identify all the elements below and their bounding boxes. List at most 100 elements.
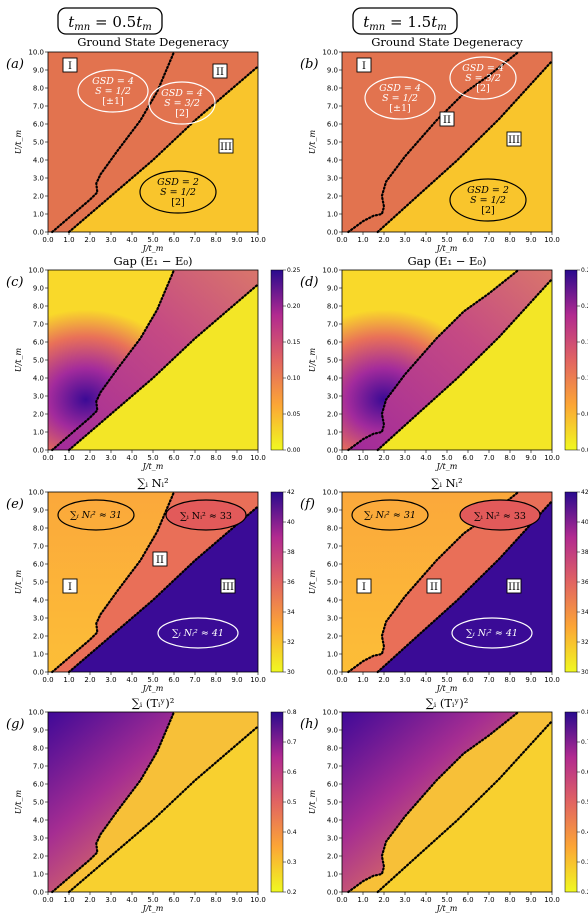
region-label: I xyxy=(362,61,366,72)
y-tick-label: 2.0 xyxy=(33,633,44,641)
y-tick-label: 10.0 xyxy=(28,709,44,717)
y-tick-label: 3.0 xyxy=(327,615,338,623)
y-tick-label: 1.0 xyxy=(327,651,338,659)
label-line: S = 3/2 xyxy=(164,98,200,109)
region-III-tag: III xyxy=(506,578,522,594)
y-tick-label: 0.0 xyxy=(33,889,44,897)
gsd-1-axes: 0.00.0 1.0 1.0 2.0 2.0 3.0 3.0 4.0 4.0 5.0 5.0 6.0 6… xyxy=(308,49,560,254)
region-III-tag: III xyxy=(218,138,234,154)
gap-colorbar: 0.00 0.05 0.10 0.15 0.20 0.25 xyxy=(270,267,301,454)
region-II-tag: II xyxy=(426,578,442,594)
y-tick-label: 4.0 xyxy=(327,817,338,825)
phase-boundary-1 xyxy=(347,710,520,894)
y-tick-label: 0.0 xyxy=(33,447,44,455)
y-tick-label: 8.0 xyxy=(327,745,338,753)
ty-colorbar: 0.2 0.3 0.4 0.5 0.6 0.7 0.8 xyxy=(270,709,297,896)
ty-heatmap-0 xyxy=(48,712,259,892)
x-tick-label: 0.0 xyxy=(336,676,347,684)
label-line: ∑ᵢ Nᵢ² ≈ 41 xyxy=(172,628,224,639)
colorbar-tick-label: 0.25 xyxy=(581,267,588,274)
y-tick-label: 8.0 xyxy=(33,85,44,93)
colorbar-tick-label: 0.3 xyxy=(287,859,297,866)
label-line: ∑ᵢ Nᵢ² ≈ 31 xyxy=(364,510,416,521)
region-I-tag: I xyxy=(356,578,372,594)
label-oval xyxy=(77,69,149,113)
y-tick-label: 1.0 xyxy=(33,211,44,219)
label-oval xyxy=(449,178,527,222)
colorbar-tick-label: 0.05 xyxy=(287,411,301,418)
phase-boundary-1 xyxy=(51,710,176,894)
y-tick-label: 9.0 xyxy=(33,507,44,515)
x-tick-label: 6.0 xyxy=(462,454,473,462)
gap-colorbar: 0.00 0.05 0.10 0.15 0.20 0.25 xyxy=(564,267,588,454)
colorbar-tick-label: 0.7 xyxy=(581,739,588,746)
y-tick-label: 2.0 xyxy=(327,853,338,861)
gsd-0-regions xyxy=(48,52,259,233)
region-box xyxy=(62,578,78,594)
gsd-label-II: GSD = 4S = 3/2[2] xyxy=(449,56,517,100)
region-I-tag: I xyxy=(62,57,78,73)
y-tick-label: 0.0 xyxy=(327,229,338,237)
x-tick-label: 6.0 xyxy=(462,236,473,244)
y-tick-label: 5.0 xyxy=(327,799,338,807)
x-tick-label: 8.0 xyxy=(504,676,515,684)
y-tick-label: 8.0 xyxy=(33,525,44,533)
y-tick-label: 10.0 xyxy=(28,489,44,497)
y-tick-label: 6.0 xyxy=(33,339,44,347)
phase-boundary-2 xyxy=(376,59,554,234)
colorbar-tick-label: 32 xyxy=(287,639,295,646)
panel-title: ∑ᵢ (Tᵢʸ)² xyxy=(426,696,469,710)
x-tick-label: 4.0 xyxy=(126,676,137,684)
x-tick-label: 0.0 xyxy=(42,896,53,904)
y-tick-label: 8.0 xyxy=(327,85,338,93)
colorbar-tick-label: 0.05 xyxy=(581,411,588,418)
label-oval xyxy=(148,81,216,125)
region-box xyxy=(506,131,522,147)
y-tick-label: 4.0 xyxy=(33,157,44,165)
x-tick-label: 5.0 xyxy=(147,896,158,904)
gsd-label-I: GSD = 4S = 1/2[±1] xyxy=(364,76,436,120)
y-axis-label: U/t_m xyxy=(14,569,23,594)
x-tick-label: 6.0 xyxy=(462,896,473,904)
y-tick-label: 9.0 xyxy=(33,727,44,735)
y-tick-label: 5.0 xyxy=(33,139,44,147)
x-tick-label: 10.0 xyxy=(544,454,560,462)
colorbar-tick-label: 42 xyxy=(581,489,588,496)
y-tick-label: 8.0 xyxy=(327,525,338,533)
gap-0-axes: 0.00.0 1.0 1.0 2.0 2.0 3.0 3.0 4.0 4.0 5.0 5.0 6.0 6… xyxy=(14,267,266,472)
panel-letter: (a) xyxy=(6,57,24,72)
label-oval xyxy=(449,56,517,100)
phase-boundary-2 xyxy=(67,283,260,452)
y-tick-label: 8.0 xyxy=(33,303,44,311)
region-III-fill xyxy=(377,61,552,232)
region-II-fill xyxy=(52,52,259,232)
label-line: S = 1/2 xyxy=(95,86,131,97)
n2-colorbar: 30 32 34 36 38 40 42 xyxy=(564,489,588,676)
region-box xyxy=(218,138,234,154)
header-text: tmn = 1.5tm xyxy=(363,13,446,33)
region-box xyxy=(356,578,372,594)
colorbar-tick-label: 42 xyxy=(287,489,295,496)
n2-label-III: ∑ᵢ Nᵢ² ≈ 41 xyxy=(157,617,239,649)
x-tick-label: 9.0 xyxy=(525,454,536,462)
y-tick-label: 9.0 xyxy=(327,507,338,515)
x-tick-label: 9.0 xyxy=(525,896,536,904)
x-tick-label: 5.0 xyxy=(147,454,158,462)
x-tick-label: 10.0 xyxy=(250,676,266,684)
x-tick-label: 2.0 xyxy=(378,896,389,904)
x-tick-label: 4.0 xyxy=(126,896,137,904)
x-tick-label: 2.0 xyxy=(84,454,95,462)
y-tick-label: 7.0 xyxy=(33,763,44,771)
y-axis-label: U/t_m xyxy=(14,789,23,814)
phase-boundary-2 xyxy=(67,65,260,234)
label-line: GSD = 4 xyxy=(161,88,203,99)
y-tick-label: 8.0 xyxy=(327,303,338,311)
n2-label-III: ∑ᵢ Nᵢ² ≈ 41 xyxy=(451,617,533,649)
colorbar-tick-label: 38 xyxy=(287,549,295,556)
colorbar-tick-label: 0.7 xyxy=(287,739,297,746)
y-tick-label: 1.0 xyxy=(33,429,44,437)
x-tick-label: 10.0 xyxy=(544,676,560,684)
header-box xyxy=(352,7,458,35)
x-tick-label: 9.0 xyxy=(231,896,242,904)
x-tick-label: 0.0 xyxy=(42,236,53,244)
